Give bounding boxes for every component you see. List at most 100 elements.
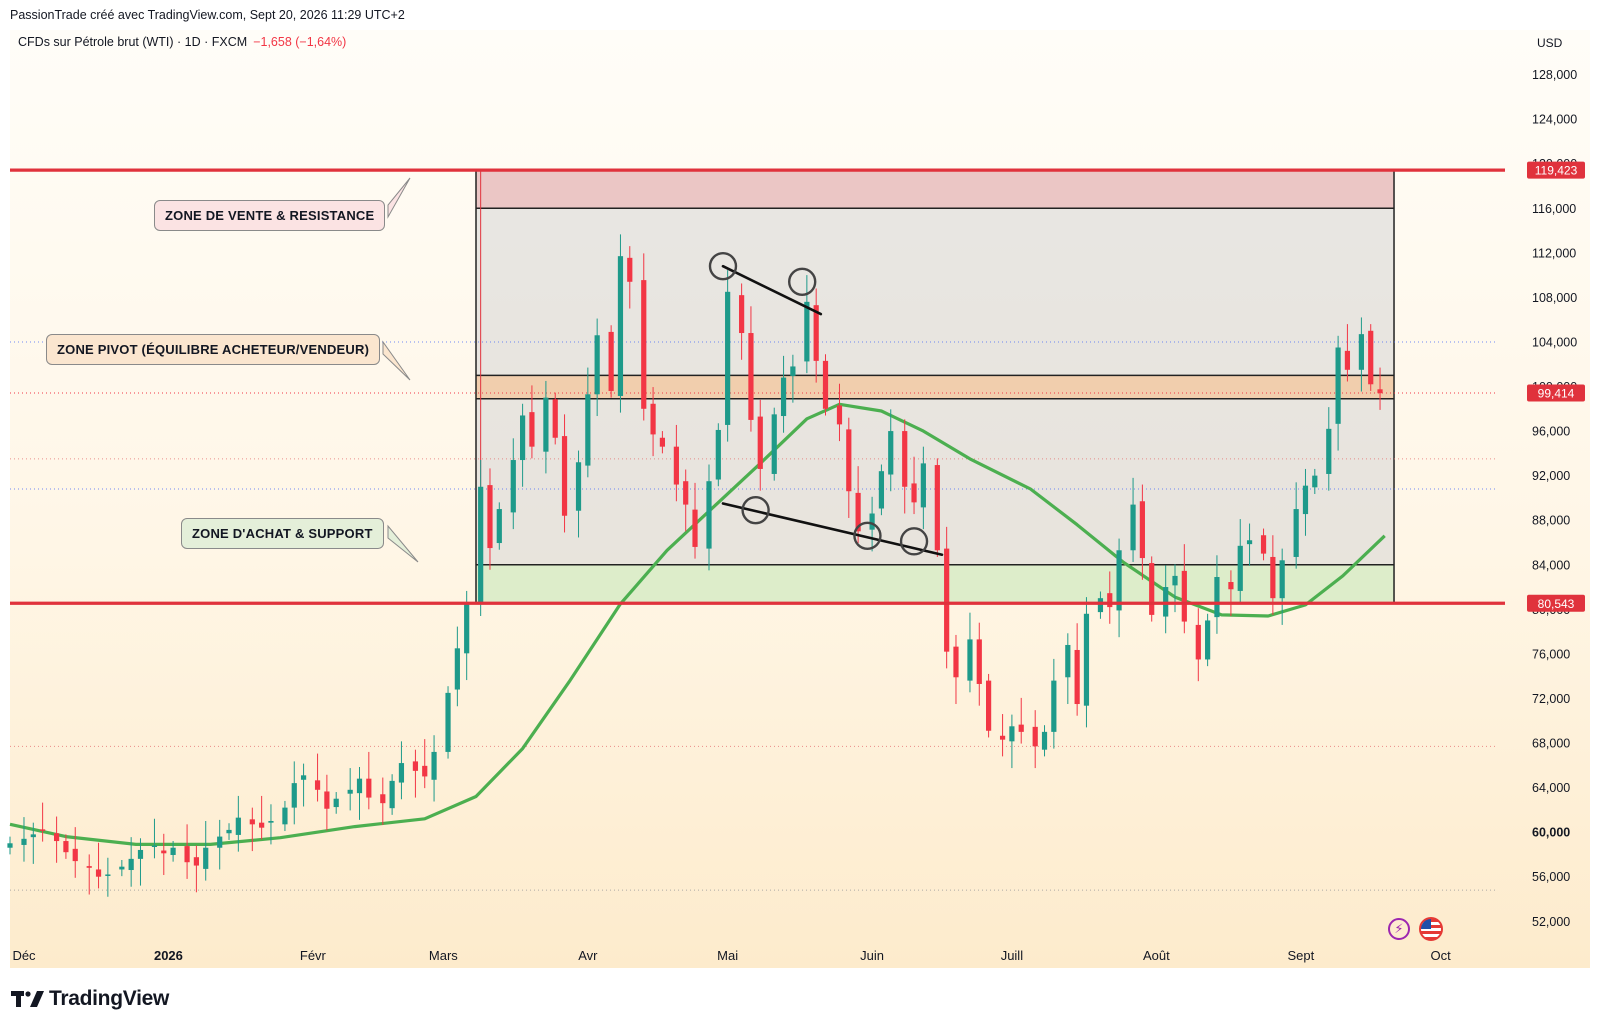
y-tick-label: 72,000 <box>1532 692 1570 706</box>
pivot-circle[interactable] <box>788 267 817 296</box>
x-tick-label: 2026 <box>154 948 183 963</box>
candle <box>1107 593 1113 608</box>
candle <box>683 481 689 505</box>
candle <box>1312 475 1318 488</box>
candle <box>1335 347 1341 424</box>
candle <box>869 513 875 530</box>
candle <box>1097 598 1104 613</box>
candle <box>1214 577 1220 618</box>
candle <box>1228 582 1234 590</box>
candle <box>1116 550 1122 611</box>
candle <box>161 850 167 854</box>
price-badge <box>1527 594 1585 612</box>
pivot-circle[interactable] <box>708 251 738 281</box>
candle <box>944 548 950 652</box>
currency-label[interactable]: USD <box>1537 36 1563 50</box>
lightning-icon[interactable]: ⚡ <box>1388 918 1410 940</box>
candle <box>813 305 819 361</box>
candle <box>594 335 600 395</box>
candle <box>487 485 493 549</box>
attribution-text: PassionTrade créé avec TradingView.com, … <box>10 8 405 22</box>
symbol-info[interactable]: CFDs sur Pétrole brut (WTI) · 1D · FXCM −… <box>18 35 346 49</box>
candle <box>1270 556 1276 599</box>
candle <box>137 849 144 859</box>
buy-zone-label[interactable]: ZONE D'ACHAT & SUPPORT <box>181 518 384 549</box>
candle <box>259 822 265 828</box>
x-tick-label: Août <box>1143 948 1170 963</box>
pivot-circle[interactable] <box>741 495 770 525</box>
candle <box>1205 620 1211 660</box>
x-tick-label: Sept <box>1287 948 1314 963</box>
tradingview-logo[interactable]: TradingView <box>11 987 169 1011</box>
candle <box>641 280 647 409</box>
candle <box>617 256 624 396</box>
candle <box>920 463 926 508</box>
x-tick-label: Févr <box>300 948 327 963</box>
candle <box>790 366 796 376</box>
candle <box>1358 334 1364 370</box>
candle <box>347 789 353 794</box>
candle <box>608 331 614 391</box>
candle <box>249 819 255 825</box>
candle <box>1041 731 1048 750</box>
candle <box>855 492 861 532</box>
price-badge <box>1527 384 1585 402</box>
candle <box>1246 540 1253 545</box>
price-badge-label: 99,414 <box>1538 387 1575 401</box>
candle <box>1130 504 1136 551</box>
candle <box>324 791 330 809</box>
y-tick-label: 68,000 <box>1532 737 1570 751</box>
trendline[interactable] <box>721 264 823 316</box>
candle <box>1377 389 1383 394</box>
candle <box>543 397 549 452</box>
candle <box>1279 560 1285 599</box>
top-bar: PassionTrade créé avec TradingView.com, … <box>0 0 1600 30</box>
candle <box>226 829 232 834</box>
candle <box>967 639 973 681</box>
symbol-name: CFDs sur Pétrole brut (WTI) · 1D · FXCM <box>18 35 248 49</box>
candle <box>1074 649 1080 705</box>
y-tick-label: 96,000 <box>1532 425 1570 439</box>
label-pointer <box>387 524 419 563</box>
moving-average-line <box>9 402 1386 847</box>
pivot-circle[interactable] <box>853 521 882 550</box>
y-tick-label: 76,000 <box>1532 647 1570 661</box>
candle <box>1302 485 1309 515</box>
candle <box>445 692 451 752</box>
candle <box>40 829 46 831</box>
price-badge-label: 119,423 <box>1535 164 1578 178</box>
candle <box>757 416 763 469</box>
x-tick-label: Oct <box>1431 948 1452 963</box>
trendline[interactable] <box>721 502 944 557</box>
candle <box>529 412 535 447</box>
candle <box>105 874 111 876</box>
label-pointer <box>387 177 411 219</box>
candle <box>356 778 363 794</box>
y-tick-label: 104,000 <box>1532 335 1577 349</box>
candle <box>836 405 843 425</box>
candle <box>888 431 894 475</box>
sell-zone-label[interactable]: ZONE DE VENTE & RESISTANCE <box>154 200 386 231</box>
candle <box>1139 501 1145 559</box>
candle <box>1083 613 1090 706</box>
pivot-zone <box>476 375 1395 399</box>
candle <box>422 765 428 777</box>
candle <box>119 866 125 870</box>
y-tick-label: 84,000 <box>1532 558 1570 572</box>
candle <box>170 847 176 855</box>
candle <box>314 780 321 790</box>
candle <box>934 465 940 551</box>
y-tick-label: 88,000 <box>1532 514 1570 528</box>
candle <box>673 446 679 485</box>
candle <box>715 429 721 480</box>
pivot-circle[interactable] <box>899 527 929 556</box>
candle <box>478 486 484 605</box>
candle <box>520 415 526 461</box>
candle <box>1326 428 1332 474</box>
pivot-zone-label[interactable]: ZONE PIVOT (ÉQUILIBRE ACHETEUR/VENDEUR) <box>46 334 381 365</box>
candle <box>953 646 959 678</box>
candle <box>1195 624 1201 660</box>
candle <box>1009 726 1015 742</box>
us-flag-icon[interactable] <box>1419 917 1443 941</box>
